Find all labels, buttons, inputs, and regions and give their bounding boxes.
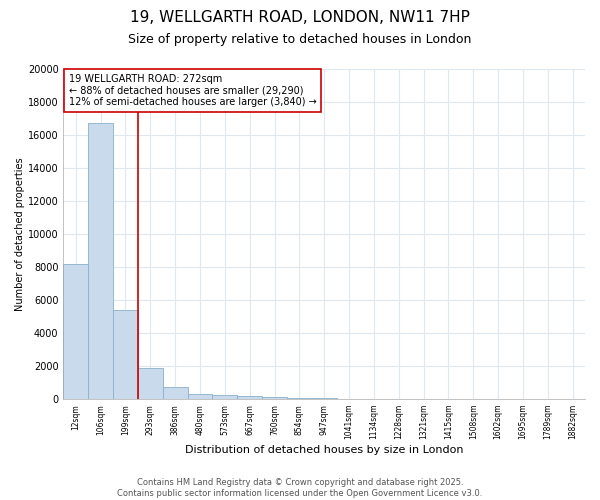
Bar xyxy=(64,264,88,399)
Text: Size of property relative to detached houses in London: Size of property relative to detached ho… xyxy=(128,32,472,46)
Bar xyxy=(138,368,163,399)
Bar xyxy=(312,398,337,399)
Bar xyxy=(113,310,138,399)
Text: 19, WELLGARTH ROAD, LONDON, NW11 7HP: 19, WELLGARTH ROAD, LONDON, NW11 7HP xyxy=(130,10,470,25)
Text: Contains HM Land Registry data © Crown copyright and database right 2025.
Contai: Contains HM Land Registry data © Crown c… xyxy=(118,478,482,498)
Y-axis label: Number of detached properties: Number of detached properties xyxy=(15,157,25,311)
Bar xyxy=(212,396,237,399)
Bar xyxy=(237,396,262,399)
Bar xyxy=(287,398,312,399)
Bar xyxy=(163,388,188,399)
Bar xyxy=(262,397,287,399)
Bar xyxy=(188,394,212,399)
X-axis label: Distribution of detached houses by size in London: Distribution of detached houses by size … xyxy=(185,445,463,455)
Bar xyxy=(88,124,113,399)
Text: 19 WELLGARTH ROAD: 272sqm
← 88% of detached houses are smaller (29,290)
12% of s: 19 WELLGARTH ROAD: 272sqm ← 88% of detac… xyxy=(68,74,316,107)
